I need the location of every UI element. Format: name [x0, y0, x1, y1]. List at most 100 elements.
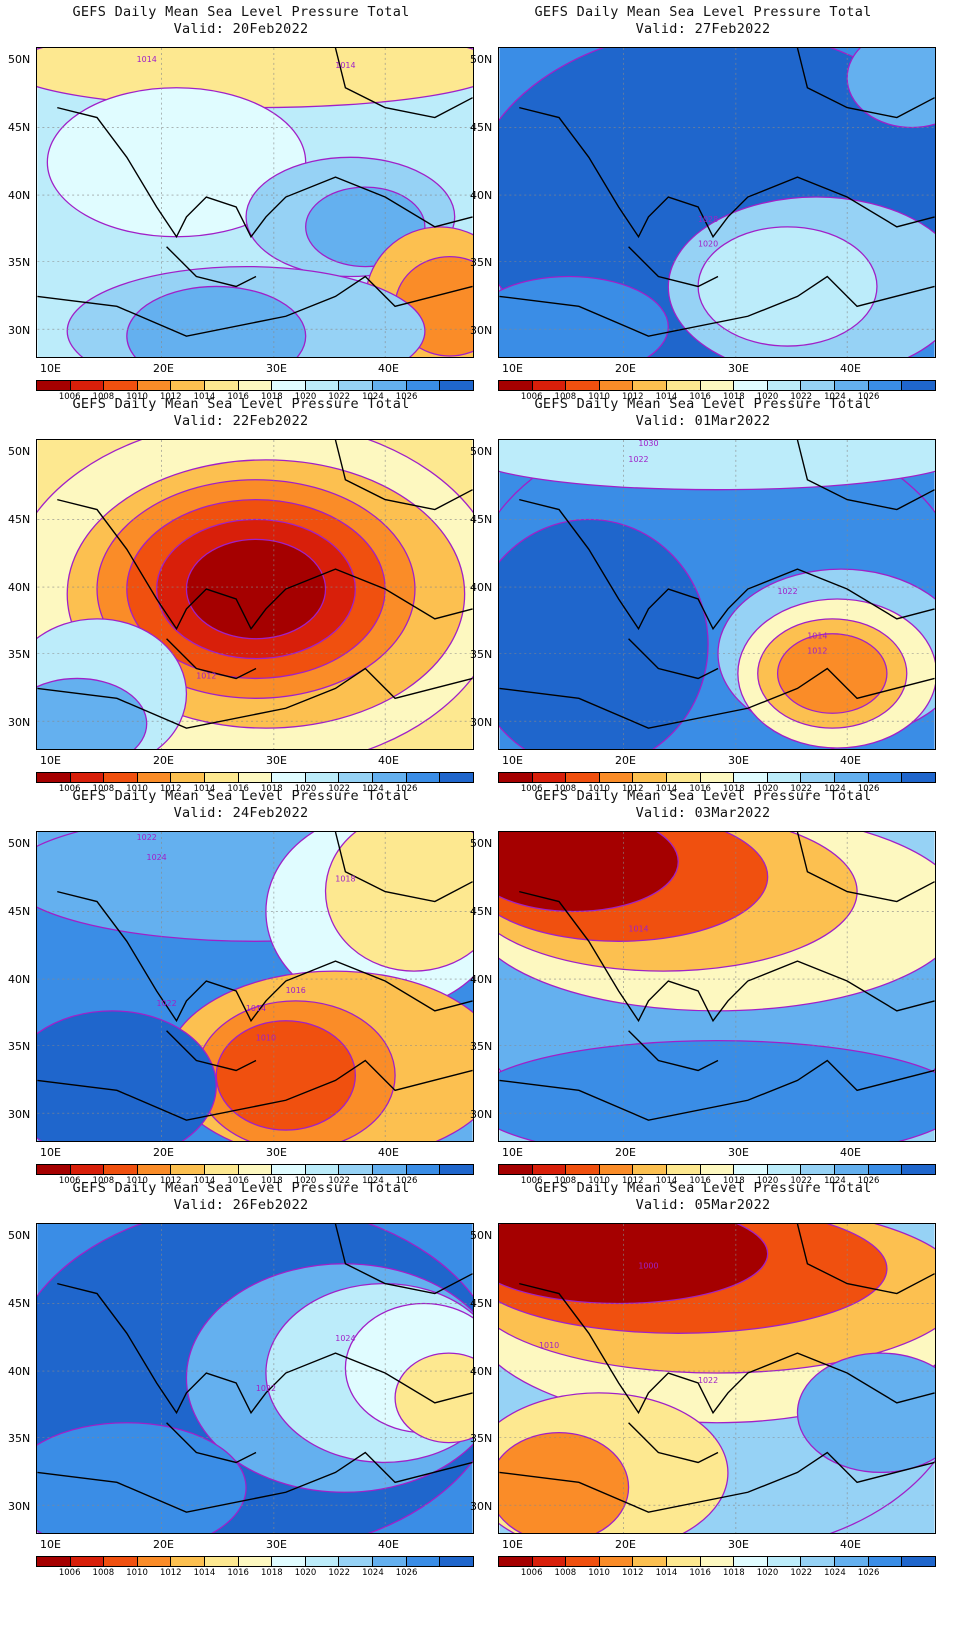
- pressure-field: 1030 1022 1022 1014 1012: [499, 440, 935, 749]
- panel-title: GEFS Daily Mean Sea Level Pressure Total: [72, 1180, 410, 1196]
- colorbar-tick-label: 1014: [655, 1568, 678, 1578]
- colorbar-swatch: [835, 1557, 869, 1566]
- colorbar-swatch: [37, 1165, 71, 1174]
- lon-tick-label: 20E: [615, 362, 636, 375]
- colorbar-swatch: [566, 381, 600, 390]
- lon-tick-label: 40E: [840, 1538, 861, 1551]
- colorbar-tick-label: 1024: [824, 392, 846, 402]
- pressure-band: [37, 1010, 217, 1141]
- panel-title: GEFS Daily Mean Sea Level Pressure Total: [534, 1180, 872, 1196]
- coastline: [37, 1224, 473, 1513]
- colorbar-tick-label: 1024: [362, 392, 384, 402]
- colorbar-swatch: [633, 773, 668, 782]
- pressure-band: [499, 1040, 935, 1141]
- colorbar-tick-label: 1008: [92, 392, 115, 402]
- contour-label: 1022: [137, 833, 157, 842]
- colorbar-tick-label: 1022: [328, 392, 351, 402]
- contour-label: 1024: [335, 1334, 355, 1343]
- colorbar-tick-label: 1020: [294, 1176, 317, 1186]
- lat-tick-label: 35N: [470, 648, 493, 661]
- lat-tick-label: 50N: [470, 53, 493, 66]
- lat-tick-label: 30N: [470, 1108, 493, 1121]
- pressure-map: 1022 1024 1018 1016 1014 1010 1022: [36, 831, 474, 1142]
- pressure-map: 1014 1014: [36, 47, 474, 358]
- lon-tick-label: 10E: [40, 754, 61, 767]
- lon-tick-label: 10E: [40, 362, 61, 375]
- lon-tick-label: 20E: [153, 1146, 174, 1159]
- contour-label: 1000: [638, 1262, 658, 1271]
- colorbar-swatch: [801, 1557, 836, 1566]
- colorbar-swatch: [700, 773, 735, 782]
- colorbar-tick-label: 1010: [126, 1568, 148, 1578]
- colorbar-swatch: [339, 1165, 374, 1174]
- lon-tick-label: 20E: [153, 1538, 174, 1551]
- colorbar-tick-label: 1014: [655, 392, 678, 402]
- colorbar: [36, 772, 474, 783]
- colorbar-tick-label: 1018: [261, 784, 283, 794]
- colorbar-tick-label: 1018: [723, 1568, 745, 1578]
- colorbar-swatch: [734, 773, 768, 782]
- colorbar-tick-label: 1010: [588, 1176, 610, 1186]
- colorbar-tick-label: 1006: [58, 1176, 81, 1186]
- colorbar-swatch: [406, 1165, 441, 1174]
- colorbar-tick-label: 1006: [58, 784, 81, 794]
- colorbar-swatch: [532, 1165, 567, 1174]
- lat-tick-label: 30N: [8, 716, 31, 729]
- colorbar-swatch: [70, 773, 105, 782]
- colorbar-swatch: [137, 773, 172, 782]
- colorbar-swatch: [37, 381, 71, 390]
- panel-valid-date: Valid: 26Feb2022: [173, 1197, 309, 1213]
- colorbar-swatch: [238, 1557, 273, 1566]
- colorbar-swatch: [373, 1165, 407, 1174]
- colorbar-swatch: [599, 381, 634, 390]
- coastline: [499, 440, 935, 729]
- lat-tick-label: 35N: [8, 1040, 31, 1053]
- lon-tick-label: 10E: [40, 1146, 61, 1159]
- colorbar-swatch: [205, 773, 239, 782]
- colorbar-swatch: [801, 773, 836, 782]
- colorbar-tick-label: 1016: [689, 784, 711, 794]
- colorbar-swatch: [499, 1165, 533, 1174]
- colorbar-tick-label: 1020: [294, 1568, 317, 1578]
- lat-tick-label: 40N: [8, 1365, 31, 1378]
- colorbar-swatch: [440, 1557, 473, 1566]
- colorbar-tick-label: 1020: [756, 1176, 779, 1186]
- colorbar-tick-label: 1022: [328, 784, 351, 794]
- colorbar-tick-label: 1012: [159, 392, 182, 402]
- colorbar-swatch: [205, 381, 239, 390]
- colorbar-tick-label: 1026: [395, 784, 418, 794]
- lat-tick-label: 30N: [8, 1500, 31, 1513]
- colorbar-tick-label: 1022: [790, 1568, 813, 1578]
- lat-tick-label: 45N: [8, 513, 31, 526]
- contour-label: 1010: [539, 1341, 559, 1350]
- pressure-band: [394, 1352, 473, 1444]
- colorbar-tick-label: 1014: [655, 784, 678, 794]
- colorbar-swatch: [734, 381, 768, 390]
- colorbar-tick-label: 1024: [824, 784, 846, 794]
- colorbar-swatch: [440, 1165, 473, 1174]
- colorbar-swatch: [667, 1165, 701, 1174]
- colorbar-swatch: [171, 1165, 206, 1174]
- lat-tick-label: 40N: [470, 1365, 493, 1378]
- lon-tick-label: 40E: [378, 754, 399, 767]
- colorbar-tick-labels: 1006 1008 1010 1012 1014 1016 1018 1020 1022 1024…: [36, 392, 474, 404]
- lat-tick-label: 30N: [470, 324, 493, 337]
- colorbar-swatch: [868, 773, 903, 782]
- colorbar-swatch: [599, 1557, 634, 1566]
- colorbar-tick-labels: 1006 1008 1010 1012 1014 1016 1018 1020 1022 1024…: [498, 784, 936, 796]
- colorbar-tick-label: 1008: [554, 1176, 577, 1186]
- colorbar: [498, 772, 936, 783]
- colorbar-tick-label: 1016: [689, 1176, 711, 1186]
- colorbar-tick-label: 1020: [294, 392, 317, 402]
- colorbar-swatch: [633, 1557, 668, 1566]
- lat-tick-label: 45N: [470, 121, 493, 134]
- colorbar-swatch: [440, 381, 473, 390]
- colorbar-tick-label: 1016: [227, 784, 249, 794]
- colorbar-tick-label: 1016: [689, 392, 711, 402]
- colorbar-swatch: [205, 1557, 239, 1566]
- colorbar-swatch: [700, 381, 735, 390]
- pressure-map: 1030 1022 1022 1014 1012: [498, 439, 936, 750]
- pressure-field: 1022 1024 1018 1016 1014 1010 1022: [37, 832, 473, 1141]
- contour-label: 1016: [286, 986, 306, 995]
- lat-tick-label: 50N: [8, 53, 31, 66]
